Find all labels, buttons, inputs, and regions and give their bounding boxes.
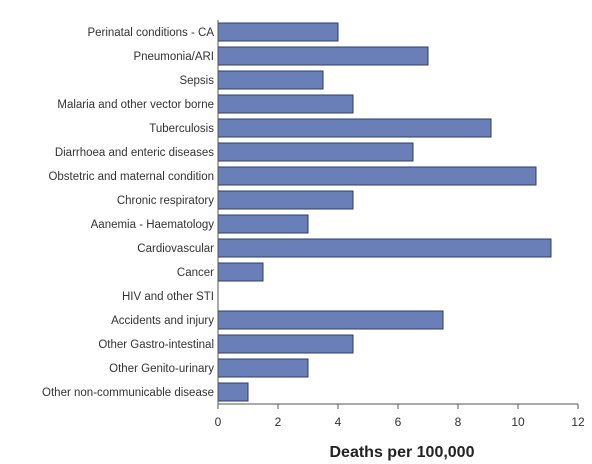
bar — [217, 142, 414, 162]
bar — [217, 310, 444, 330]
category-label: Cardiovascular — [137, 243, 214, 255]
category-label: Malaria and other vector borne — [57, 99, 214, 111]
x-tick-label: 2 — [275, 415, 282, 429]
category-label: Diarrhoea and enteric diseases — [55, 147, 214, 159]
category-label: Other Gastro-intestinal — [98, 339, 214, 351]
bar — [217, 262, 264, 282]
category-label: Perinatal conditions - CA — [87, 27, 214, 39]
bar — [217, 22, 339, 42]
bar — [217, 46, 429, 66]
bar — [217, 166, 537, 186]
x-tick-label: 4 — [335, 415, 342, 429]
category-label: Other Genito-urinary — [109, 363, 214, 375]
bar — [217, 382, 249, 402]
category-label: Accidents and injury — [111, 315, 214, 327]
category-label: Other non-communicable disease — [42, 387, 214, 399]
bar — [217, 214, 309, 234]
category-label: Obstetric and maternal condition — [48, 171, 214, 183]
category-label: Sepsis — [179, 75, 214, 87]
bar — [217, 334, 354, 354]
bar — [217, 238, 552, 258]
bar — [217, 70, 324, 90]
x-tick-label: 8 — [455, 415, 462, 429]
x-tick-label: 10 — [511, 415, 525, 429]
bar — [217, 358, 309, 378]
bar — [217, 118, 492, 138]
x-tick-label: 0 — [215, 415, 222, 429]
x-axis-ticks: 0 2 4 6 8 10 12 — [215, 404, 585, 429]
category-label: Tuberculosis — [149, 123, 214, 135]
category-label: HIV and other STI — [122, 291, 214, 303]
bar — [217, 190, 354, 210]
x-axis-title: Deaths per 100,000 — [330, 444, 475, 461]
x-tick-label: 6 — [395, 415, 402, 429]
x-tick-label: 12 — [571, 415, 585, 429]
category-label: Chronic respiratory — [117, 195, 214, 207]
category-label: Cancer — [177, 267, 214, 279]
bars — [217, 22, 552, 402]
category-labels: Perinatal conditions - CA Pneumonia/ARI Se… — [42, 27, 214, 399]
category-label: Pneumonia/ARI — [133, 51, 214, 63]
category-label: Aanemia - Haematology — [91, 219, 215, 231]
bar — [217, 94, 354, 114]
